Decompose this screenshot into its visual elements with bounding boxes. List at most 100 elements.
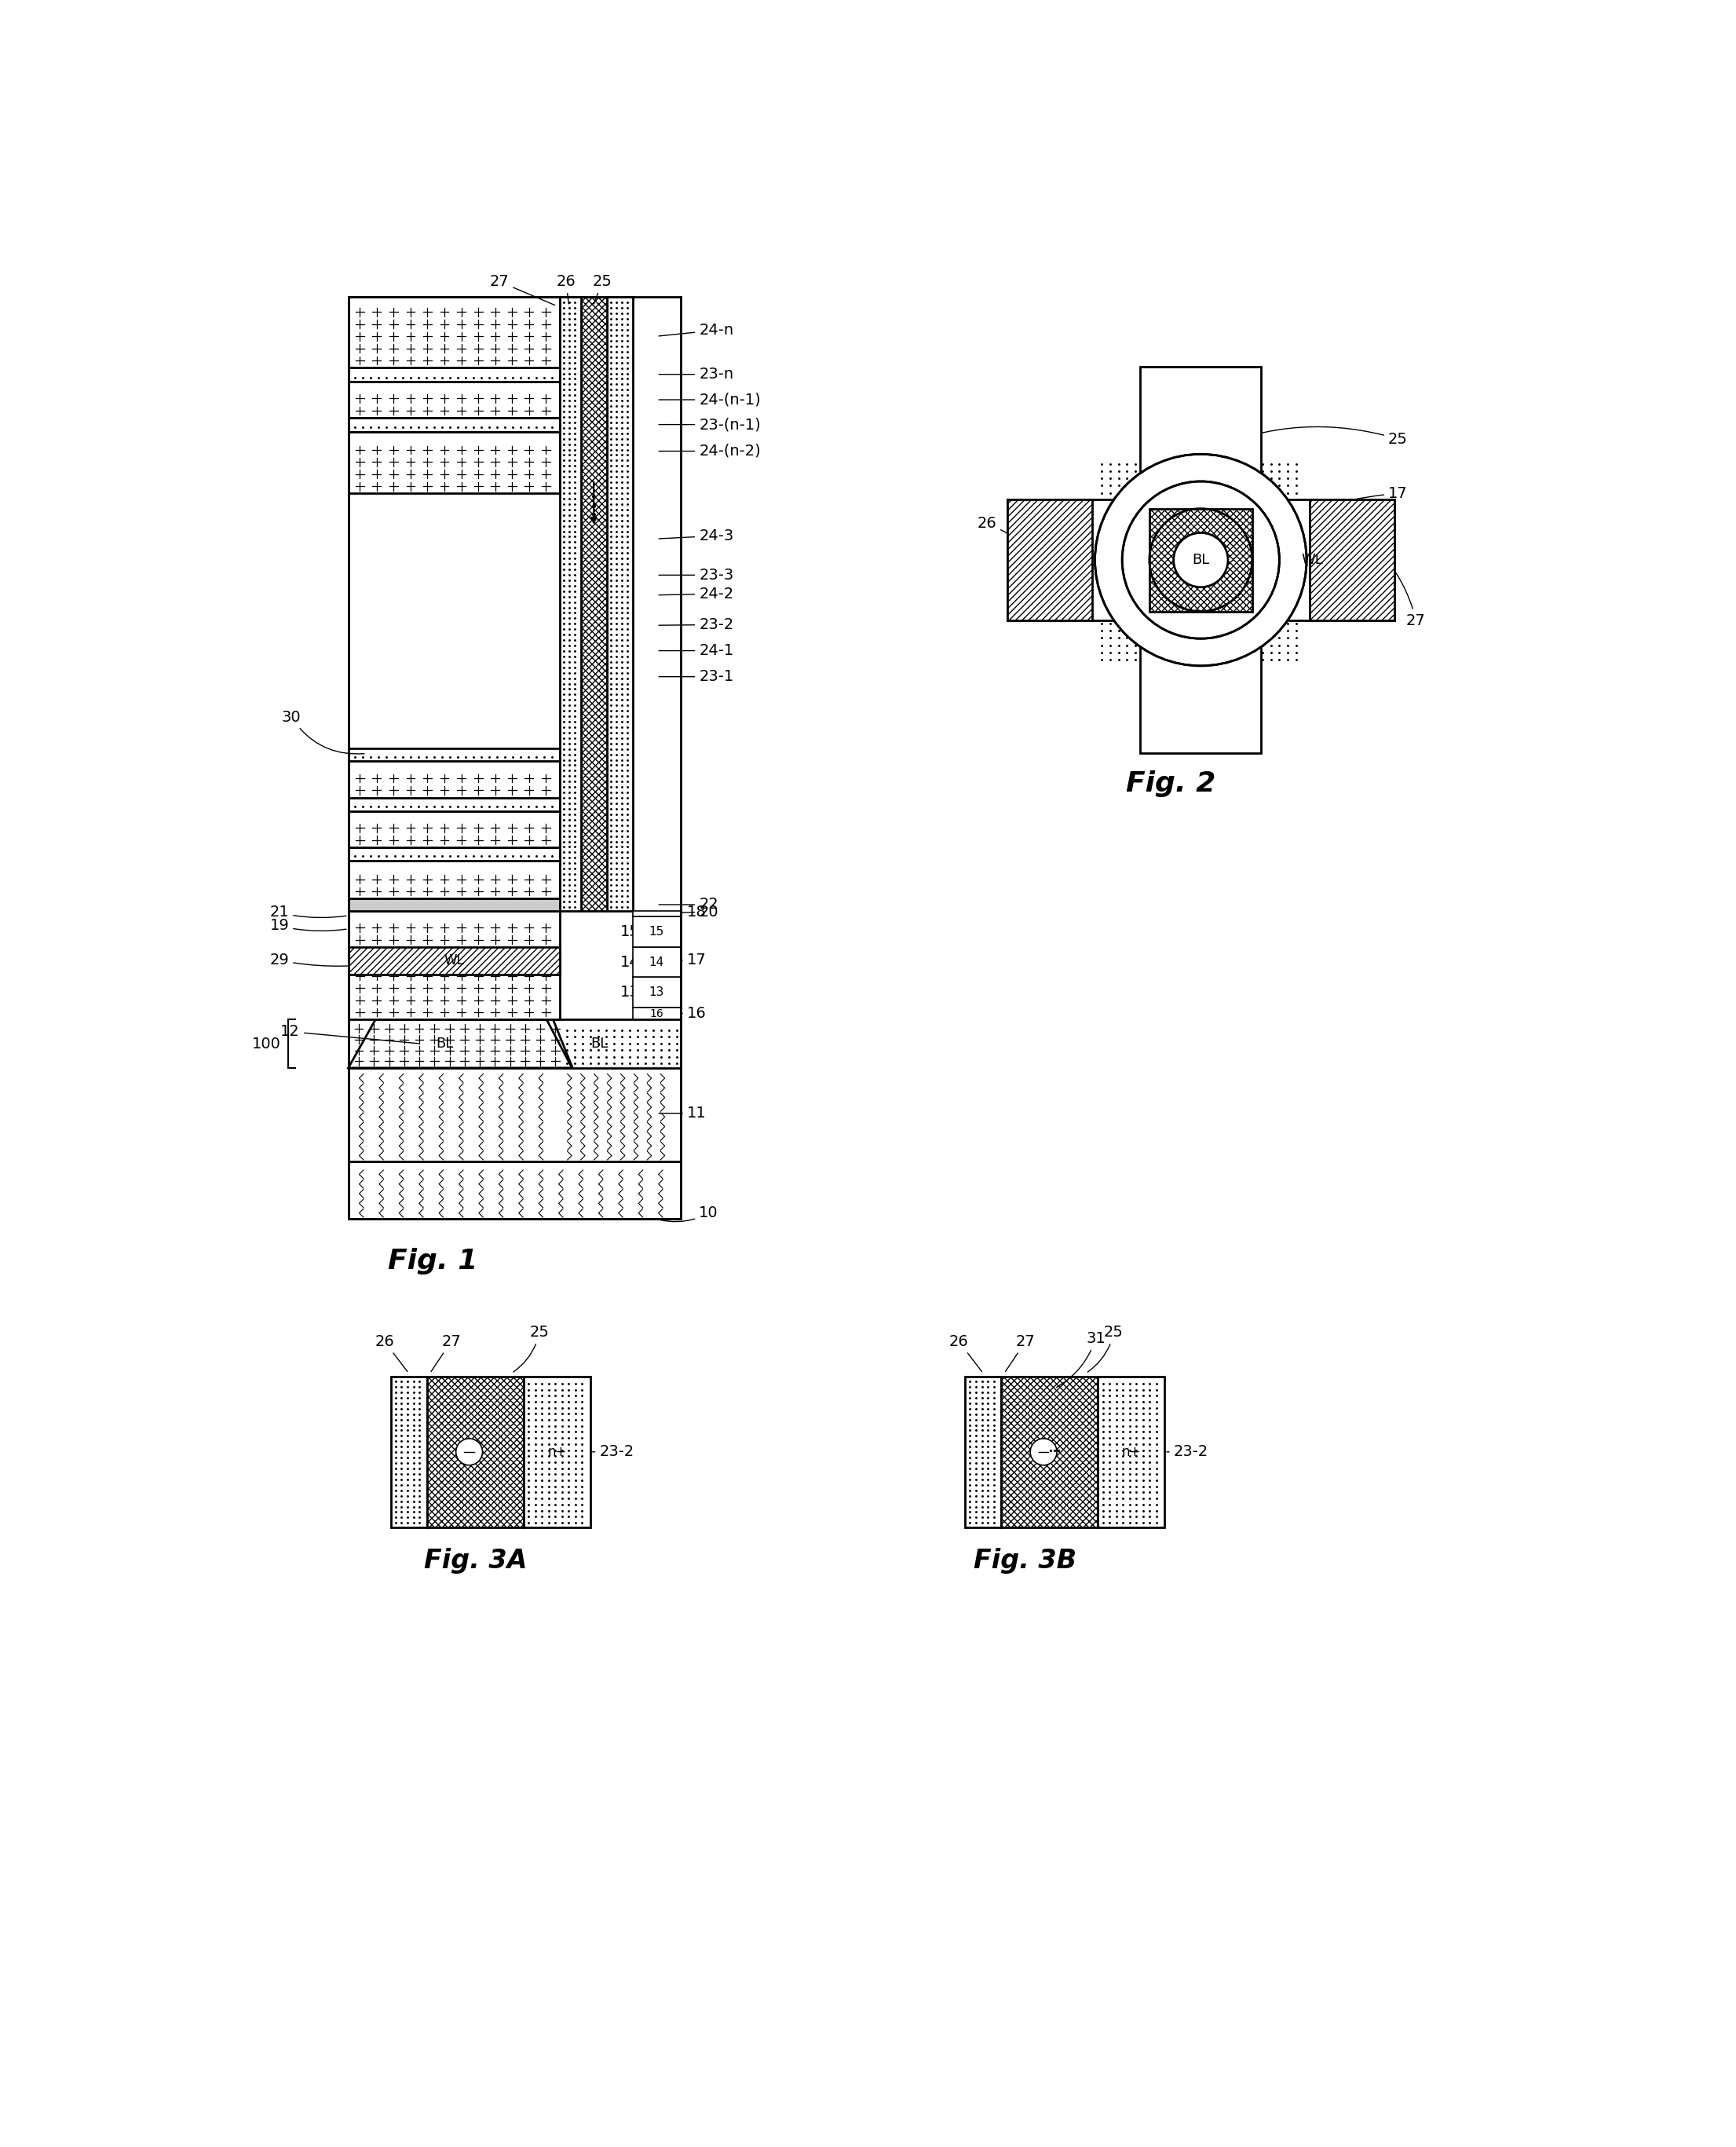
Text: BL: BL (1193, 554, 1210, 567)
Bar (349, 910, 561, 1020)
Text: 23-2: 23-2 (660, 616, 734, 631)
Text: 24-(n-2): 24-(n-2) (660, 444, 760, 459)
Bar (632, 910, 681, 917)
Text: 31: 31 (1055, 1331, 1106, 1387)
Bar (1007, 500, 1092, 620)
Bar (608, 296, 632, 910)
Bar (582, 296, 608, 910)
Text: 14: 14 (649, 955, 665, 968)
Text: 25: 25 (514, 1325, 549, 1372)
Bar (427, 1376, 524, 1527)
Text: 24-1: 24-1 (660, 644, 734, 659)
Bar (349, 747, 561, 762)
Polygon shape (552, 1020, 681, 1067)
Text: 23-2: 23-2 (592, 1445, 634, 1460)
Polygon shape (349, 1020, 571, 1067)
Bar (632, 1007, 681, 1020)
Bar (524, 1376, 590, 1527)
Text: BL: BL (590, 1037, 608, 1050)
Bar (349, 1162, 681, 1219)
Circle shape (457, 1438, 483, 1464)
Text: 19: 19 (269, 919, 345, 934)
Text: 26: 26 (977, 515, 1042, 558)
Circle shape (1029, 1438, 1057, 1464)
Text: 26: 26 (375, 1333, 408, 1372)
Text: 100: 100 (252, 1037, 281, 1052)
Text: 10: 10 (658, 1207, 719, 1222)
Text: 24-3: 24-3 (660, 528, 734, 543)
Text: 25: 25 (592, 275, 613, 305)
Text: 20: 20 (660, 904, 719, 919)
Text: 23-2: 23-2 (1167, 1445, 1208, 1460)
Text: 11: 11 (1213, 683, 1238, 726)
Text: 27: 27 (1005, 1333, 1035, 1372)
Bar (349, 812, 561, 848)
Text: 13: 13 (649, 985, 665, 998)
Bar (349, 799, 561, 812)
Circle shape (1095, 455, 1307, 666)
Text: BL: BL (436, 1037, 453, 1050)
Text: 27: 27 (1371, 543, 1425, 627)
Bar (1309, 500, 1394, 620)
Text: 23-n: 23-n (660, 367, 734, 382)
Bar (349, 296, 561, 367)
Bar (349, 848, 561, 861)
Bar (632, 917, 681, 947)
Bar (1141, 367, 1262, 754)
Text: 30: 30 (281, 711, 365, 754)
Text: 24-(n-1): 24-(n-1) (660, 393, 760, 408)
Text: Fig. 3B: Fig. 3B (974, 1548, 1076, 1574)
Bar (349, 861, 561, 900)
Text: n+: n+ (547, 1445, 566, 1460)
Bar (561, 296, 582, 910)
Text: 24-2: 24-2 (660, 586, 734, 601)
Text: WL: WL (1302, 554, 1323, 567)
Text: 27: 27 (490, 275, 556, 305)
Text: 15: 15 (649, 925, 665, 938)
Text: 23-1: 23-1 (660, 670, 734, 685)
Text: 29: 29 (269, 953, 394, 968)
Text: 24-n: 24-n (658, 322, 734, 337)
Text: 17: 17 (660, 953, 707, 968)
Bar (1097, 1376, 1165, 1527)
Text: 14: 14 (620, 955, 641, 970)
Text: 21: 21 (269, 906, 345, 919)
Text: 11: 11 (660, 1106, 707, 1121)
Text: 23-3: 23-3 (660, 567, 734, 582)
Bar (349, 367, 561, 382)
Bar (349, 900, 561, 910)
Bar (632, 977, 681, 1007)
Bar (349, 432, 561, 494)
Text: 16: 16 (660, 1007, 707, 1022)
Text: 26: 26 (556, 275, 576, 305)
Text: WL: WL (444, 953, 464, 968)
Bar (349, 1067, 681, 1162)
Text: 25: 25 (1088, 1325, 1123, 1372)
Text: 15: 15 (620, 925, 641, 940)
Circle shape (1121, 481, 1279, 638)
Bar (632, 947, 681, 977)
Text: 23-(n-1): 23-(n-1) (660, 417, 760, 432)
Text: Fig. 3A: Fig. 3A (424, 1548, 528, 1574)
Bar (1149, 509, 1252, 612)
Text: Fig. 1: Fig. 1 (389, 1247, 477, 1275)
Text: 25: 25 (1196, 427, 1408, 455)
Bar (1002, 1376, 1097, 1527)
Bar (349, 382, 561, 419)
Bar (391, 1376, 427, 1527)
Text: n+: n+ (1121, 1445, 1141, 1460)
Text: 13: 13 (620, 985, 641, 1001)
Bar (1007, 500, 1394, 620)
Bar (349, 947, 561, 975)
Text: 27: 27 (431, 1333, 460, 1372)
Text: 17: 17 (1260, 485, 1408, 532)
Circle shape (1174, 532, 1227, 586)
Text: 26: 26 (950, 1333, 983, 1372)
Text: 18: 18 (658, 904, 707, 919)
Text: Fig. 2: Fig. 2 (1125, 771, 1215, 797)
Text: 16: 16 (649, 1007, 663, 1020)
Bar (349, 762, 561, 799)
Text: 12: 12 (281, 1024, 418, 1043)
Text: 22: 22 (660, 897, 719, 912)
Bar (349, 419, 561, 432)
